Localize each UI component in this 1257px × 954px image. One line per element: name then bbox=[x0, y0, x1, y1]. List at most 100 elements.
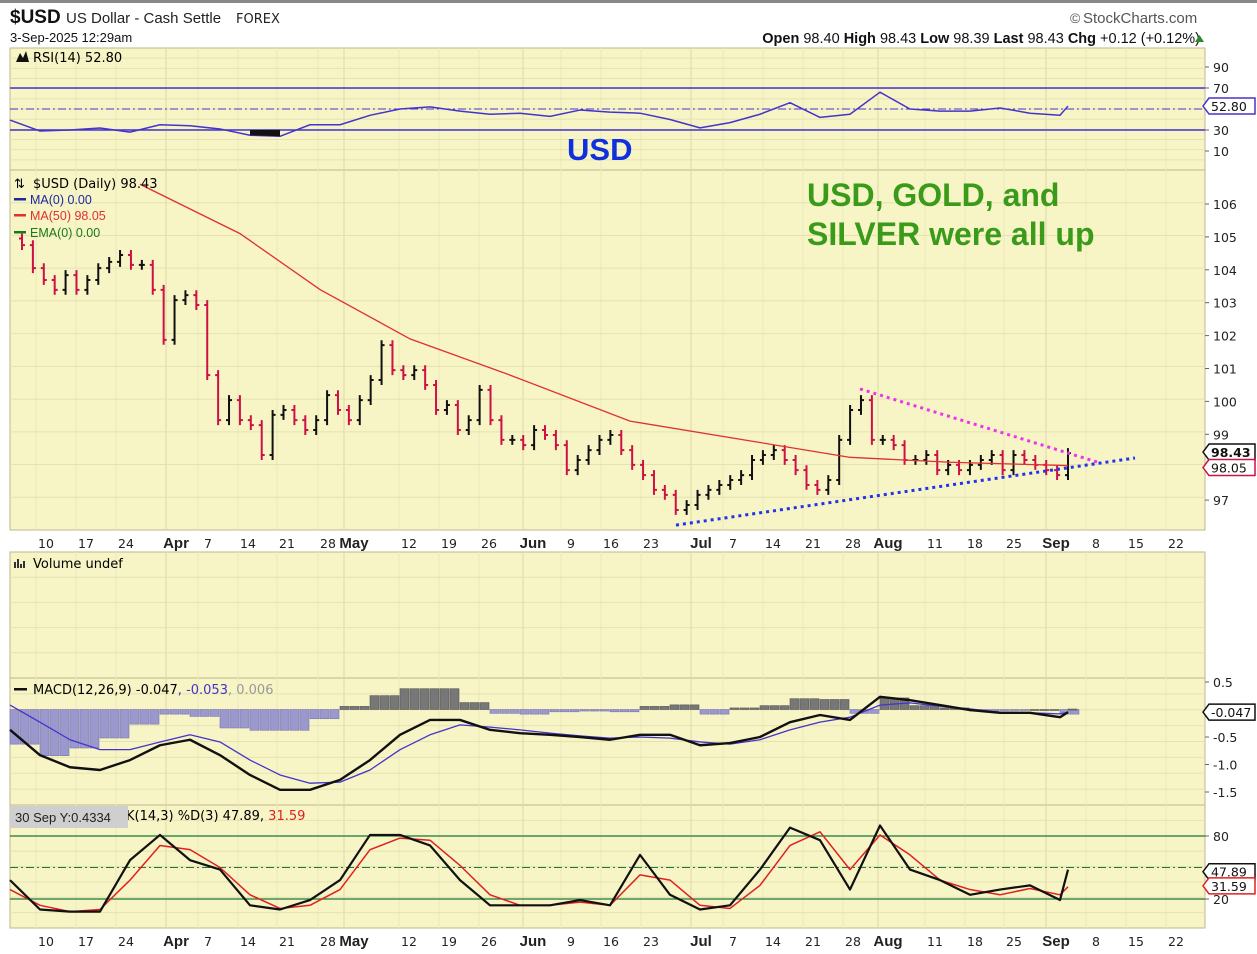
x-axis-label: 19 bbox=[441, 536, 457, 551]
macd-histogram-bar bbox=[509, 709, 520, 714]
macd-histogram-bar bbox=[829, 699, 840, 710]
price-bar bbox=[999, 450, 1006, 476]
macd-histogram-bar bbox=[499, 709, 510, 714]
macd-histogram-bar bbox=[799, 698, 810, 710]
exchange: FOREX bbox=[236, 12, 280, 27]
x-axis-label: 22 bbox=[1168, 536, 1184, 551]
x-axis-label-bottom: 15 bbox=[1128, 934, 1144, 949]
stoch-d-value: 31.59 bbox=[268, 809, 305, 824]
price-axis-label: 103 bbox=[1213, 296, 1237, 311]
price-axis-label: 106 bbox=[1213, 197, 1237, 212]
symbol: $USD bbox=[10, 7, 61, 28]
price-bar bbox=[280, 405, 287, 420]
macd-histogram-bar bbox=[789, 698, 800, 710]
macd-histogram-bar bbox=[249, 709, 260, 731]
price-bar bbox=[977, 455, 984, 470]
price-bar bbox=[400, 365, 407, 381]
price-bar bbox=[923, 450, 930, 465]
macd-histogram-bar bbox=[229, 709, 240, 729]
price-bar bbox=[520, 434, 527, 451]
macd-histogram-bar bbox=[719, 709, 730, 715]
macd-histogram-bar bbox=[599, 709, 610, 712]
macd-histogram-bar bbox=[139, 709, 150, 725]
macd-histogram-bar bbox=[469, 702, 480, 710]
x-axis-label: Sep bbox=[1042, 535, 1070, 552]
price-bar bbox=[716, 480, 723, 495]
crosshair-tooltip bbox=[10, 806, 128, 828]
price-bar bbox=[84, 275, 91, 295]
macd-histogram-bar bbox=[99, 709, 110, 739]
x-axis-label: Jun bbox=[520, 535, 547, 552]
price-bar bbox=[781, 445, 788, 465]
macd-histogram-bar bbox=[629, 709, 640, 713]
axes: 101017172424AprApr77141421212828MayMay12… bbox=[38, 60, 1237, 950]
rsi-legend: RSI(14) 52.80 bbox=[33, 51, 122, 66]
macd-histogram-bar bbox=[479, 702, 490, 710]
macd-histogram-bar bbox=[359, 706, 370, 710]
price-bar bbox=[825, 475, 832, 495]
x-axis-label-bottom: 28 bbox=[320, 934, 336, 949]
macd-histogram-bar bbox=[739, 707, 750, 710]
x-axis-label-bottom: 10 bbox=[38, 934, 54, 949]
quote-summary: Open 98.40 High 98.43 Low 98.39 Last 98.… bbox=[762, 31, 1200, 47]
price-bar bbox=[531, 425, 538, 451]
x-axis-label-bottom: 14 bbox=[240, 934, 256, 949]
macd-axis-label: -1.0 bbox=[1213, 758, 1237, 773]
macd-signal-value: -0.053 bbox=[186, 683, 228, 698]
x-axis-label: 9 bbox=[567, 536, 575, 551]
price-bar bbox=[29, 240, 36, 274]
x-axis-label-bottom: 21 bbox=[279, 934, 295, 949]
copyright-icon: © bbox=[1070, 10, 1081, 26]
x-axis-label-bottom: 16 bbox=[603, 934, 619, 949]
rsi-oversold-fill bbox=[250, 130, 280, 137]
price-bar bbox=[476, 384, 483, 426]
price-bar bbox=[857, 395, 864, 415]
price-bar bbox=[454, 400, 461, 435]
price-bar bbox=[988, 450, 995, 465]
x-axis-label: 21 bbox=[279, 536, 295, 551]
macd-histogram-bar bbox=[9, 709, 20, 745]
price-bar bbox=[705, 484, 712, 500]
note-line-1: USD, GOLD, and bbox=[807, 177, 1059, 213]
support-trendline bbox=[675, 456, 1136, 527]
ma50-tag-box bbox=[1202, 458, 1256, 477]
x-axis-label-bottom: Apr bbox=[163, 933, 189, 950]
price-last-tag-box bbox=[1202, 443, 1256, 461]
price-bar bbox=[356, 395, 363, 426]
rsi-tag-box bbox=[1202, 97, 1256, 115]
price-bar bbox=[836, 434, 843, 485]
price-bar bbox=[106, 256, 113, 274]
price-bar bbox=[487, 384, 494, 426]
macd-histogram-bar bbox=[999, 709, 1010, 711]
x-axis-label: 21 bbox=[805, 536, 821, 551]
chg-value: +0.12 (+0.12%) bbox=[1100, 31, 1200, 47]
price-bar bbox=[868, 395, 875, 445]
macd-histogram-bar bbox=[129, 709, 140, 725]
x-axis-label: Aug bbox=[873, 535, 902, 552]
x-axis-label-bottom: 22 bbox=[1168, 934, 1184, 949]
rsi-tag: 52.80 bbox=[1211, 99, 1247, 114]
price-bar bbox=[792, 455, 799, 476]
macd-histogram-bar bbox=[569, 709, 580, 713]
x-axis-label: 28 bbox=[845, 536, 861, 551]
x-axis-label: 17 bbox=[78, 536, 94, 551]
macd-histogram-bar bbox=[1029, 709, 1040, 711]
macd-histogram-bar bbox=[179, 709, 190, 715]
price-bar bbox=[661, 484, 668, 500]
macd-histogram-bar bbox=[29, 709, 40, 745]
price-bar bbox=[759, 450, 766, 465]
stoch-k-value: 47.89, bbox=[223, 809, 264, 824]
macd-histogram-bar bbox=[909, 705, 920, 710]
macd-histogram-bar bbox=[529, 709, 540, 715]
price-bar bbox=[814, 480, 821, 495]
macd-histogram-bar bbox=[309, 709, 320, 720]
ma0-swatch bbox=[14, 198, 26, 201]
macd-histogram-bar bbox=[59, 709, 70, 757]
macd-histogram-bar bbox=[379, 695, 390, 710]
ma50-tag: 98.05 bbox=[1211, 461, 1247, 476]
macd-histogram-bar bbox=[819, 699, 830, 710]
crosshair-tooltip-text: 30 Sep Y:0.4334 bbox=[15, 810, 111, 825]
ma50-line bbox=[139, 183, 1069, 467]
macd-histogram-bar bbox=[839, 699, 850, 710]
price-bar bbox=[160, 284, 167, 345]
